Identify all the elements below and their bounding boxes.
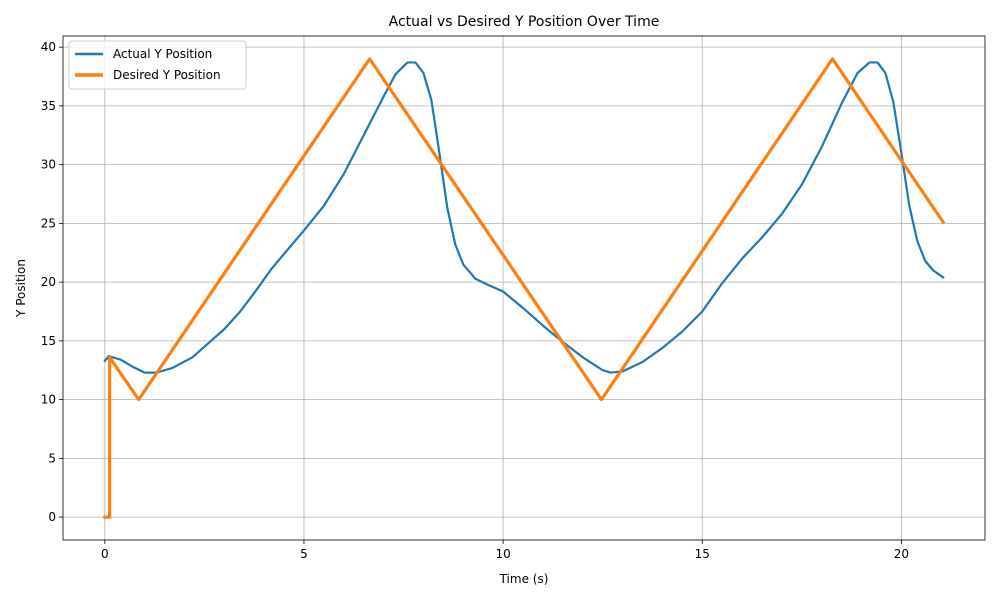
- plot-frame: [62, 35, 986, 541]
- legend-box: [68, 40, 247, 90]
- legend-label-actual: Actual Y Position: [113, 47, 212, 61]
- y-tick-label: 15: [41, 334, 56, 348]
- x-tick-label: 20: [894, 547, 909, 561]
- chart-title: Actual vs Desired Y Position Over Time: [389, 14, 660, 30]
- y-tick-label: 20: [41, 275, 56, 289]
- x-tick-label: 15: [695, 547, 710, 561]
- x-axis-label: Time (s): [499, 572, 549, 586]
- y-axis: 0 5 10 15 20 25 30 35 40: [41, 40, 63, 524]
- y-tick-label: 0: [48, 510, 56, 524]
- x-tick-label: 10: [495, 547, 510, 561]
- y-tick-label: 35: [41, 99, 56, 113]
- y-tick-label: 25: [41, 216, 56, 230]
- series-layer: [103, 57, 946, 519]
- legend: Actual Y Position Desired Y Position: [68, 40, 247, 90]
- desired-y-position-line: [103, 57, 946, 519]
- actual-y-position-line: [103, 61, 945, 374]
- x-axis: 0 5 10 15 20: [101, 540, 909, 561]
- x-tick-label: 5: [300, 547, 308, 561]
- y-axis-label: Y Position: [14, 259, 28, 318]
- grid: [63, 36, 985, 540]
- legend-label-desired: Desired Y Position: [113, 68, 221, 82]
- y-tick-label: 40: [41, 40, 56, 54]
- x-tick-label: 0: [101, 547, 109, 561]
- y-tick-label: 10: [41, 393, 56, 407]
- y-tick-label: 30: [41, 158, 56, 172]
- y-tick-label: 5: [48, 451, 56, 465]
